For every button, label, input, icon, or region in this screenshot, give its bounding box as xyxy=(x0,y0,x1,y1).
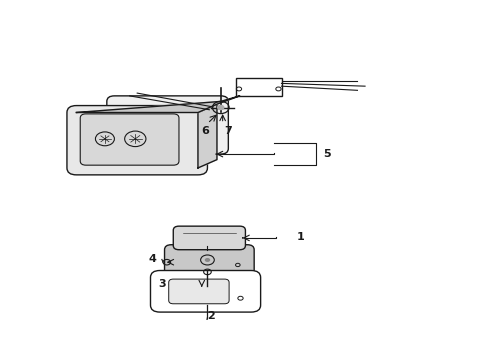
Text: 5: 5 xyxy=(323,149,331,159)
Text: 7: 7 xyxy=(224,126,232,136)
Circle shape xyxy=(205,258,210,262)
Bar xyxy=(236,78,281,96)
FancyBboxPatch shape xyxy=(67,105,207,175)
FancyBboxPatch shape xyxy=(165,245,254,275)
Circle shape xyxy=(203,330,208,333)
Polygon shape xyxy=(76,96,240,112)
FancyBboxPatch shape xyxy=(107,96,228,154)
Text: 4: 4 xyxy=(148,255,156,264)
FancyBboxPatch shape xyxy=(173,226,245,250)
Text: 2: 2 xyxy=(207,311,215,321)
Text: 6: 6 xyxy=(201,126,210,136)
Circle shape xyxy=(217,105,224,110)
FancyBboxPatch shape xyxy=(80,114,179,165)
FancyBboxPatch shape xyxy=(150,270,261,312)
Polygon shape xyxy=(198,104,217,168)
FancyBboxPatch shape xyxy=(169,279,229,304)
Text: 1: 1 xyxy=(297,232,304,242)
Text: 3: 3 xyxy=(158,279,166,289)
